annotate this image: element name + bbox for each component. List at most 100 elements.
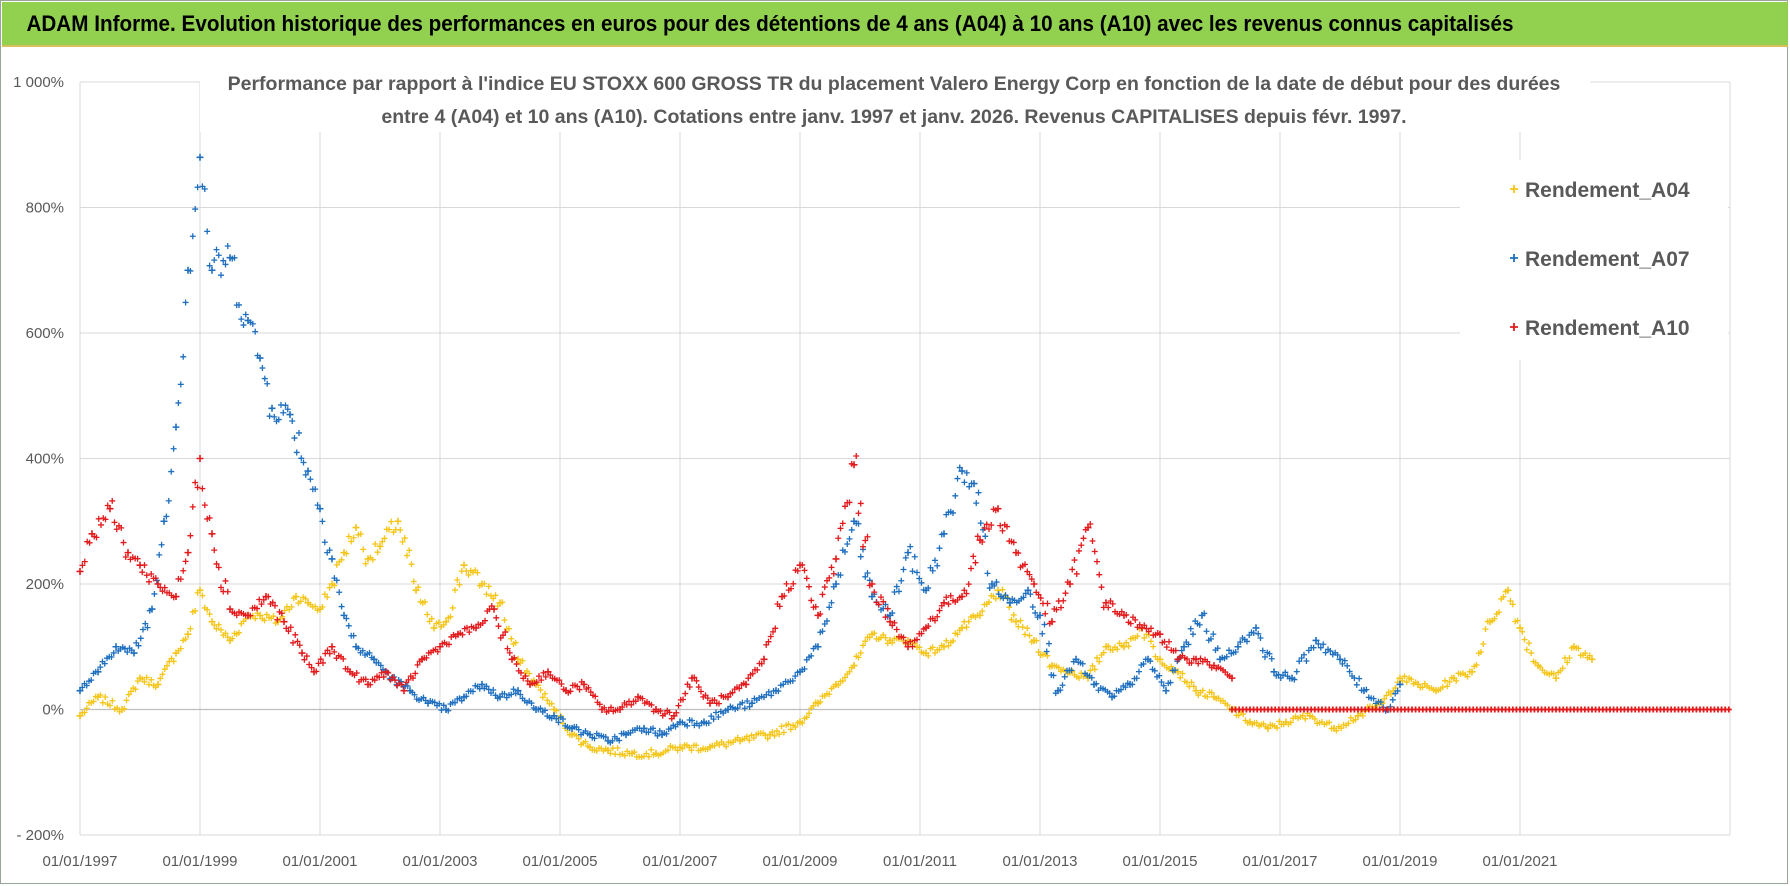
series-point xyxy=(1090,680,1098,688)
series-point-interp xyxy=(1118,608,1125,615)
series-point xyxy=(226,636,234,644)
series-point xyxy=(1108,693,1116,701)
series-point-interp xyxy=(319,518,326,525)
series-point-interp xyxy=(220,257,227,264)
series-point-interp xyxy=(1024,625,1031,632)
series-point-interp xyxy=(101,660,108,667)
x-tick-label: 01/01/1999 xyxy=(162,853,237,870)
series-point xyxy=(832,580,840,588)
series-point-interp xyxy=(109,697,116,704)
series-point xyxy=(1270,668,1278,676)
series-point xyxy=(706,743,714,751)
series-point-interp xyxy=(1004,523,1010,530)
series-point-interp xyxy=(907,638,914,645)
series-point xyxy=(256,354,264,362)
x-tick-label: 01/01/1997 xyxy=(42,853,117,870)
series-point-interp xyxy=(397,527,404,534)
series-point xyxy=(1234,643,1242,651)
series-point-interp xyxy=(902,554,909,561)
series-point-interp xyxy=(855,510,862,517)
series-point-interp xyxy=(1296,658,1303,665)
series-point-interp xyxy=(826,574,833,581)
series-point-interp xyxy=(213,246,220,253)
series-point xyxy=(1414,680,1422,688)
series-point-interp xyxy=(252,615,259,622)
series-point xyxy=(184,266,192,274)
series-point-interp xyxy=(1076,674,1082,681)
series-point-interp xyxy=(764,735,771,742)
series-point-interp xyxy=(1106,690,1113,697)
series-point-interp xyxy=(693,677,700,684)
series-point-interp xyxy=(716,700,722,707)
series-point-interp xyxy=(194,184,201,191)
series-point-interp xyxy=(1353,681,1360,688)
series-point-interp xyxy=(274,616,281,623)
y-tick-label: 1 000% xyxy=(13,74,64,91)
series-point xyxy=(268,404,276,412)
series-point xyxy=(1006,599,1014,607)
series-point xyxy=(364,555,372,563)
series-point-interp xyxy=(270,613,277,620)
series-point-interp xyxy=(122,554,129,561)
series-point-interp xyxy=(846,499,853,506)
chart-title-line-2: entre 4 (A04) et 10 ans (A10). Cotations… xyxy=(381,106,1406,128)
series-point-interp xyxy=(1223,653,1230,660)
series-point-interp xyxy=(853,453,860,460)
series-point-interp xyxy=(693,742,700,749)
series-point-interp xyxy=(945,601,952,608)
series-point-interp xyxy=(206,514,213,521)
series-point xyxy=(340,549,348,557)
series-point xyxy=(544,668,552,676)
series-point-interp xyxy=(1017,617,1024,624)
series-point-interp xyxy=(177,381,184,388)
series-point-interp xyxy=(768,692,775,699)
series-point-interp xyxy=(932,557,938,564)
series-point-interp xyxy=(261,375,268,382)
series-point-interp xyxy=(482,617,488,624)
series-point xyxy=(1468,668,1476,676)
series-point xyxy=(652,749,660,757)
series-point-interp xyxy=(1035,591,1042,598)
series-point-interp xyxy=(1062,590,1069,597)
series-point-interp xyxy=(110,649,117,656)
series-point-interp xyxy=(746,703,753,710)
series-point xyxy=(598,706,606,713)
series-point-interp xyxy=(321,539,328,546)
series-point-interp xyxy=(454,576,461,583)
series-point-interp xyxy=(1136,668,1142,675)
series-point-interp xyxy=(943,594,950,601)
series-point xyxy=(532,706,540,713)
series-point-interp xyxy=(222,630,229,637)
series-point-interp xyxy=(294,638,301,645)
series-point-interp xyxy=(269,599,276,606)
series-point-interp xyxy=(359,647,366,654)
series-point-interp xyxy=(381,535,388,542)
series-point-interp xyxy=(842,503,848,510)
series-point-interp xyxy=(918,630,925,637)
series-point-interp xyxy=(399,538,406,545)
series-point-interp xyxy=(844,541,851,548)
x-tick-label: 01/01/2009 xyxy=(762,853,837,870)
series-point-interp xyxy=(1388,691,1394,698)
series-point xyxy=(1306,712,1314,720)
series-point-interp xyxy=(680,696,686,703)
series-point xyxy=(346,668,354,676)
series-point-interp xyxy=(1204,693,1211,700)
series-point-interp xyxy=(750,734,757,741)
series-point-interp xyxy=(326,650,333,657)
series-point xyxy=(1312,636,1320,644)
series-point-interp xyxy=(1199,687,1206,694)
series-point-interp xyxy=(199,485,206,492)
series-point-interp xyxy=(929,644,936,651)
series-point-interp xyxy=(585,684,592,691)
series-point-interp xyxy=(483,683,490,690)
series-point-interp xyxy=(710,716,717,723)
series-point xyxy=(154,680,162,688)
series-point-interp xyxy=(1028,576,1035,583)
series-point-interp xyxy=(1196,621,1203,628)
series-point-interp xyxy=(801,665,808,672)
series-point-interp xyxy=(792,673,799,680)
legend-item: Rendement_A10 xyxy=(1510,317,1690,340)
series-point xyxy=(94,693,102,701)
series-point-interp xyxy=(812,603,819,610)
